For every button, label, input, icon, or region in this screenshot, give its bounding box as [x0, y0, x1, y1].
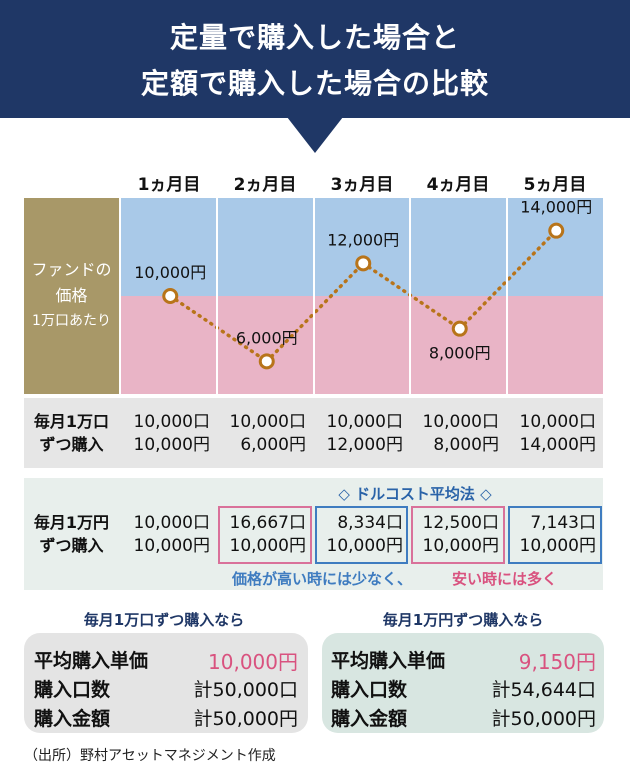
- summary-qty-avg-label: 平均購入単価: [34, 650, 149, 672]
- summary-qty-units-label: 購入口数: [34, 679, 111, 701]
- fixed-qty-amount-4: 8,000円: [433, 435, 499, 455]
- fixed-amount-row: [24, 478, 603, 590]
- price-point: [451, 320, 468, 337]
- price-chart: 10,000円 6,000円 12,000円 8,000円 14,000円: [121, 198, 603, 394]
- fixed-qty-units-2: 10,000口: [229, 412, 306, 432]
- price-point: [548, 222, 565, 239]
- fixed-qty-amount-5: 14,000円: [519, 435, 596, 455]
- dca-title: ◇ ドルコスト平均法 ◇: [338, 485, 492, 503]
- month-label-2: 2ヵ月目: [233, 175, 297, 195]
- fixed-amt-units-2: 16,667口: [229, 513, 306, 533]
- month-label-4: 4ヵ月目: [426, 175, 490, 195]
- title-line-2: 定額で購入した場合の比較: [140, 67, 489, 100]
- fixed-amt-units-3: 8,334口: [337, 513, 403, 533]
- fixed-amt-amount-5: 10,000円: [519, 536, 596, 556]
- highlight-box-month-3: [315, 506, 408, 564]
- title-banner-arrow: [287, 117, 343, 153]
- price-point: [258, 353, 275, 370]
- summary-amt-box: [322, 633, 604, 733]
- fund-label-line-3: 1万口あたり: [32, 313, 111, 329]
- month-label-3: 3ヵ月目: [330, 175, 394, 195]
- fixed-amt-label-2: ずつ購入: [39, 536, 104, 555]
- month-label-5: 5ヵ月目: [523, 175, 587, 195]
- fund-label-line-2: 価格: [55, 286, 88, 305]
- dca-note-low: 安い時には多く: [452, 570, 558, 588]
- price-point: [355, 255, 372, 272]
- price-line-segment: [168, 294, 269, 364]
- fixed-qty-units-3: 10,000口: [326, 412, 403, 432]
- fixed-amt-label-1: 毎月1万円: [33, 513, 110, 532]
- fixed-qty-units-5: 10,000口: [519, 412, 596, 432]
- summary-amt-avg-value: 9,150円: [518, 650, 596, 674]
- fixed-amt-amount-2: 10,000円: [229, 536, 306, 556]
- fund-label-line-1: ファンドの: [31, 260, 112, 279]
- highlight-box-month-5: [508, 506, 602, 564]
- price-data-label: 6,000円: [236, 328, 298, 347]
- summary-qty-units-value: 計50,000口: [193, 679, 298, 701]
- title-line-1: 定量で購入した場合と: [169, 21, 460, 54]
- fixed-amt-amount-4: 10,000円: [422, 536, 499, 556]
- fixed-amt-amount-3: 10,000円: [326, 536, 403, 556]
- fixed-qty-amount-2: 6,000円: [240, 435, 306, 455]
- price-line-segment: [361, 261, 462, 331]
- fixed-qty-amount-3: 12,000円: [326, 435, 403, 455]
- summary-qty-amount-label: 購入金額: [34, 708, 111, 730]
- price-line-segment: [458, 228, 558, 331]
- fixed-quantity-row: [24, 398, 603, 468]
- price-data-label: 12,000円: [327, 230, 399, 249]
- column-divider: [506, 198, 508, 394]
- summary-amt-amount-label: 購入金額: [331, 708, 408, 730]
- fixed-amt-units-4: 12,500口: [422, 513, 499, 533]
- summary-amt-units-label: 購入口数: [331, 679, 408, 701]
- price-data-label: 10,000円: [134, 263, 206, 282]
- highlight-box-month-2: [218, 506, 312, 564]
- fixed-qty-label-2: ずつ購入: [39, 435, 104, 454]
- fixed-amt-units-5: 7,143口: [530, 513, 596, 533]
- fixed-qty-units-4: 10,000口: [422, 412, 499, 432]
- summary-amt-avg-label: 平均購入単価: [331, 650, 446, 672]
- price-line-segment: [265, 261, 365, 364]
- high-price-band: [121, 198, 603, 296]
- summary-qty-amount-value: 計50,000円: [193, 708, 298, 730]
- fixed-qty-amount-1: 10,000円: [133, 435, 210, 455]
- fixed-qty-units-1: 10,000口: [133, 412, 210, 432]
- dca-note-high: 価格が高い時には少なく、: [232, 570, 413, 588]
- fixed-qty-label-1: 毎月1万口: [33, 412, 110, 431]
- title-banner: [0, 0, 630, 118]
- highlight-box-month-4: [411, 506, 505, 564]
- price-data-label: 8,000円: [429, 344, 491, 363]
- price-data-label: 14,000円: [520, 198, 592, 217]
- source-note: （出所）野村アセットマネジメント作成: [24, 748, 276, 764]
- fixed-amt-amount-1: 10,000円: [133, 536, 210, 556]
- summary-qty-box: [24, 633, 308, 733]
- fund-price-label-box: [24, 198, 119, 394]
- low-price-band: [121, 296, 603, 394]
- fixed-amt-units-1: 10,000口: [133, 513, 210, 533]
- summary-amt-units-value: 計54,644口: [491, 679, 596, 701]
- month-label-1: 1ヵ月目: [137, 175, 201, 195]
- summary-qty-title: 毎月1万口ずつ購入なら: [83, 611, 245, 629]
- summary-amt-title: 毎月1万円ずつ購入なら: [382, 611, 544, 629]
- summary-amt-amount-value: 計50,000円: [491, 708, 596, 730]
- price-point: [162, 288, 179, 304]
- column-divider: [409, 198, 411, 394]
- column-divider: [313, 198, 315, 394]
- summary-qty-avg-value: 10,000円: [208, 650, 298, 674]
- column-divider: [216, 198, 218, 394]
